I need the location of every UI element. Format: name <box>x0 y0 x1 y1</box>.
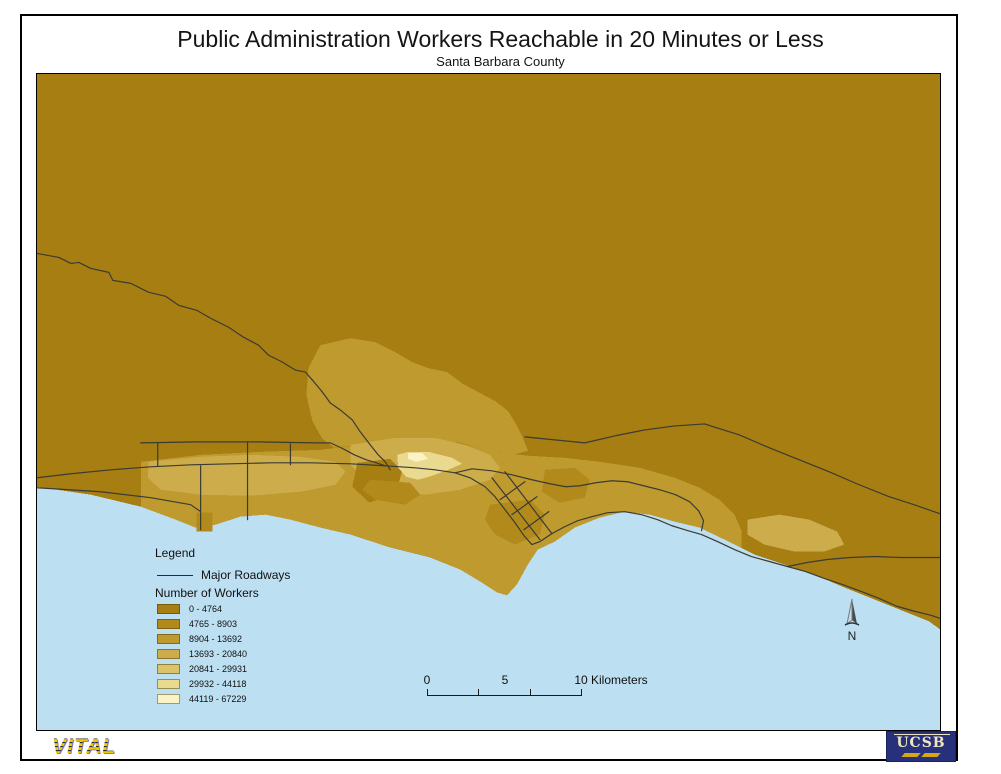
map-subtitle: Santa Barbara County <box>436 54 565 69</box>
major-roadways <box>37 252 940 619</box>
legend: Legend Major Roadways Number of Workers … <box>151 544 326 729</box>
legend-class-row: 0 - 4764 <box>157 604 247 614</box>
road-sb-cross-3 <box>523 511 550 531</box>
road-sb-cross-2 <box>511 496 538 516</box>
carpinteria-region <box>747 514 845 552</box>
road-sb-cross-1 <box>499 481 526 501</box>
north-arrow-label: N <box>847 629 857 643</box>
foothill-region <box>306 338 528 455</box>
legend-class-list: 0 - 4764 4765 - 8903 8904 - 13692 13693 - 2… <box>157 604 247 709</box>
legend-class-label: 44119 - 67229 <box>189 694 247 704</box>
ucsb-logo-wave-icon <box>901 753 921 757</box>
scale-tick <box>581 689 582 696</box>
legend-class-row: 29932 - 44118 <box>157 679 247 689</box>
road-northwest <box>37 252 391 471</box>
scale-tick <box>478 689 479 696</box>
legend-class-swatch <box>157 634 180 644</box>
legend-roadways-label: Major Roadways <box>201 568 291 582</box>
scale-bar-line <box>427 695 581 696</box>
legend-roadways-row: Major Roadways <box>157 568 290 582</box>
north-arrow-icon <box>844 598 860 626</box>
county-basemap <box>37 74 940 730</box>
ucsb-logo-text: UCSB <box>896 735 946 751</box>
scale-unit-label: Kilometers <box>591 673 648 687</box>
road-goleta-shore <box>37 487 202 513</box>
legend-class-label: 20841 - 29931 <box>189 664 248 674</box>
legend-class-swatch <box>157 664 180 674</box>
road-foothill-west <box>140 441 386 467</box>
legend-title: Legend <box>155 546 196 560</box>
road-east-exit <box>786 555 940 568</box>
legend-class-swatch <box>157 694 180 704</box>
legend-class-swatch <box>157 604 180 614</box>
road-coastal-highway <box>37 462 940 619</box>
legend-class-label: 0 - 4764 <box>189 604 223 614</box>
ucsb-logo: UCSB <box>886 731 956 762</box>
legend-class-label: 4765 - 8903 <box>189 619 238 629</box>
legend-class-row: 8904 - 13692 <box>157 634 247 644</box>
legend-class-swatch <box>157 679 180 689</box>
highest-value-region <box>408 452 429 462</box>
ucsb-logo-topline <box>894 734 950 735</box>
road-sb-diagonal-1 <box>491 477 541 541</box>
road-mountain-pass <box>524 423 940 515</box>
page-border <box>20 14 958 761</box>
legend-class-row: 44119 - 67229 <box>157 694 247 704</box>
legend-class-swatch <box>157 649 180 659</box>
road-foothill-east <box>454 468 705 532</box>
legend-class-label: 13693 - 20840 <box>189 649 248 659</box>
scale-tick <box>530 689 531 696</box>
class2-region-west <box>362 479 421 505</box>
scale-label-0: 0 <box>423 673 431 687</box>
legend-class-swatch <box>157 619 180 629</box>
legend-workers-title: Number of Workers <box>155 586 259 600</box>
legend-class-row: 13693 - 20840 <box>157 649 247 659</box>
scale-tick <box>427 689 428 696</box>
coastal-peninsula-region <box>196 512 213 532</box>
legend-class-label: 8904 - 13692 <box>189 634 243 644</box>
north-arrow: N <box>839 596 865 644</box>
legend-class-label: 29932 - 44118 <box>189 679 247 689</box>
ocean <box>37 486 940 730</box>
legend-class-row: 4765 - 8903 <box>157 619 247 629</box>
class2-region-east <box>541 467 590 503</box>
scale-bar: 0 5 10 Kilometers <box>417 673 687 705</box>
ucsb-logo-wave-icon <box>921 753 941 757</box>
map-title: Public Administration Workers Reachable … <box>177 26 824 52</box>
map-frame: Legend Major Roadways Number of Workers … <box>36 73 941 731</box>
scale-label-10: 10 <box>574 673 588 687</box>
scale-label-5: 5 <box>501 673 509 687</box>
legend-class-row: 20841 - 29931 <box>157 664 247 674</box>
vital-logo: VITAL <box>52 735 117 758</box>
roadway-line-symbol <box>157 574 193 576</box>
